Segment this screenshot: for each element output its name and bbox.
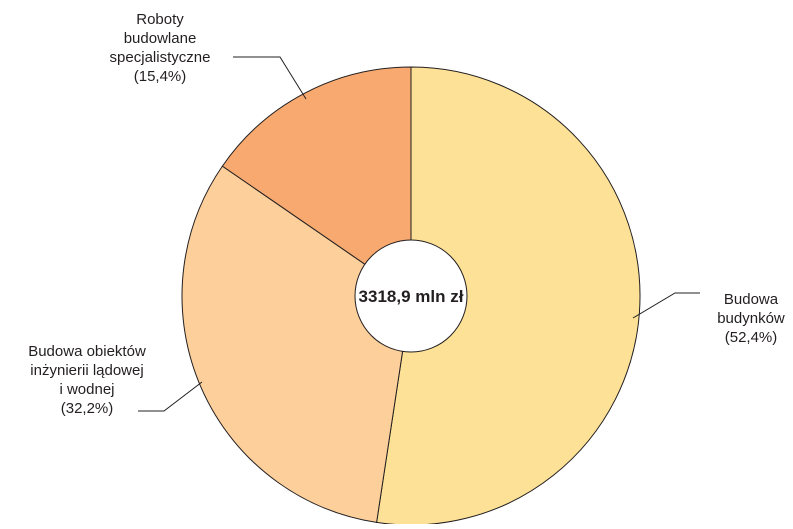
slice-label-line: Budowa obiektów xyxy=(28,343,146,360)
slice-label-line: (32,2%) xyxy=(61,400,114,417)
slice-label-line: (15,4%) xyxy=(134,68,187,85)
slice-label-line: i wodnej xyxy=(59,381,114,398)
slice-label-line: Budowa xyxy=(724,291,779,308)
leader-line-1 xyxy=(632,292,700,319)
leader-line-2 xyxy=(138,381,203,412)
slice-labels: Budowa budynków (52,4%) Budowa obiektów inży… xyxy=(28,11,785,417)
leader-lines xyxy=(138,56,700,412)
leader-line-3 xyxy=(233,56,307,100)
slice-label-line: specjalistyczne xyxy=(110,49,211,66)
slice-label-line: Roboty xyxy=(136,11,184,28)
center-total-label: 3318,9 mln zł xyxy=(359,287,464,306)
slice-label-1: Budowa budynków (52,4%) xyxy=(717,291,785,346)
pie-slice-1 xyxy=(376,66,641,526)
slice-label-line: inżynierii lądowej xyxy=(30,362,143,379)
pie-slice-2 xyxy=(181,165,412,523)
slice-label-line: budowlane xyxy=(124,30,197,47)
slices-layer xyxy=(181,66,641,526)
slice-label-2: Budowa obiektów inżynierii lądowej i wodne… xyxy=(28,343,146,417)
slice-label-line: (52,4%) xyxy=(725,329,778,346)
center-hole xyxy=(354,239,468,353)
pie-slice-3 xyxy=(221,66,412,297)
slice-label-3: Roboty budowlane specjalistyczne (15,4%) xyxy=(110,11,211,85)
slice-label-line: budynków xyxy=(717,310,785,327)
